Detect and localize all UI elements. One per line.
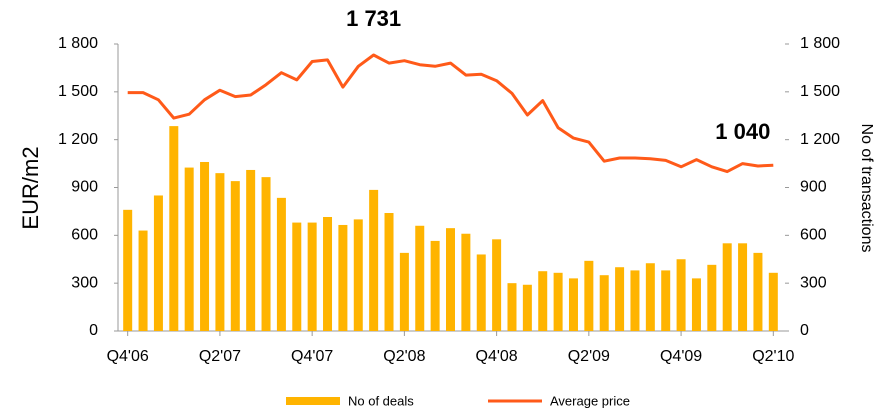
bar	[661, 270, 671, 331]
bar	[415, 225, 425, 331]
data-label: 1 040	[715, 119, 770, 144]
y-tick-label: 1 500	[58, 83, 98, 100]
bar	[430, 240, 440, 331]
bar	[200, 161, 210, 331]
bar	[184, 167, 194, 331]
x-tick-label: Q2'07	[199, 348, 241, 365]
bar	[230, 181, 240, 331]
bar	[369, 189, 379, 331]
y-tick-label: 900	[71, 179, 98, 196]
bar	[568, 278, 578, 331]
y2-tick-label: 1 200	[800, 131, 840, 148]
bar	[507, 283, 517, 331]
x-tick-label: Q4'09	[660, 348, 702, 365]
bar	[138, 230, 148, 331]
bar	[553, 272, 563, 331]
bar	[446, 228, 455, 331]
data-label: 1 731	[346, 6, 401, 31]
bar	[123, 209, 133, 331]
bar	[522, 284, 532, 331]
bar	[276, 197, 286, 331]
y2-tick-label: 1 500	[800, 83, 840, 100]
bar	[261, 177, 271, 331]
bar	[753, 252, 763, 331]
bar	[584, 260, 594, 331]
y2-tick-label: 600	[800, 227, 827, 244]
bar	[615, 267, 625, 331]
x-tick-label: Q2'10	[752, 348, 794, 365]
bar	[215, 173, 225, 331]
line	[127, 53, 774, 174]
y2-tick-label: 300	[800, 274, 827, 291]
x-tick-label: Q4'06	[107, 348, 149, 365]
bar	[399, 252, 409, 331]
bar	[353, 219, 363, 331]
x-tick-label: Q4'07	[291, 348, 333, 365]
bar	[738, 243, 748, 331]
bar	[246, 169, 256, 331]
x-tick-label: Q2'08	[383, 348, 425, 365]
bar	[691, 278, 701, 331]
bar	[153, 195, 163, 331]
bar	[492, 239, 502, 331]
bar	[768, 272, 778, 331]
bar	[307, 222, 317, 331]
bar	[338, 224, 348, 331]
y-tick-label: 1 800	[58, 35, 98, 52]
bar	[461, 233, 471, 331]
bar	[722, 243, 732, 331]
y-tick-label: 0	[89, 322, 98, 339]
bar	[676, 259, 686, 331]
bar	[707, 264, 717, 331]
legend-swatch	[286, 397, 340, 405]
bar	[323, 216, 333, 331]
bar	[384, 213, 394, 331]
bar	[476, 254, 486, 331]
bar	[292, 222, 302, 331]
y-axis-label: EUR/m2	[18, 146, 43, 229]
x-tick-label: Q2'09	[568, 348, 610, 365]
bar	[630, 270, 640, 331]
y2-axis-label: No of transactions	[858, 124, 875, 253]
y-tick-label: 600	[71, 227, 98, 244]
x-tick-label: Q4'08	[476, 348, 518, 365]
bar	[538, 271, 548, 331]
y-tick-label: 1 200	[58, 131, 98, 148]
y-tick-label: 300	[71, 274, 98, 291]
bar	[645, 263, 655, 331]
y2-tick-label: 1 800	[800, 35, 840, 52]
bar	[599, 275, 609, 331]
legend-label: Average price	[550, 393, 630, 408]
y2-tick-label: 0	[800, 322, 809, 339]
bar	[169, 126, 179, 331]
legend-label: No of deals	[348, 393, 414, 408]
y2-tick-label: 900	[800, 179, 827, 196]
